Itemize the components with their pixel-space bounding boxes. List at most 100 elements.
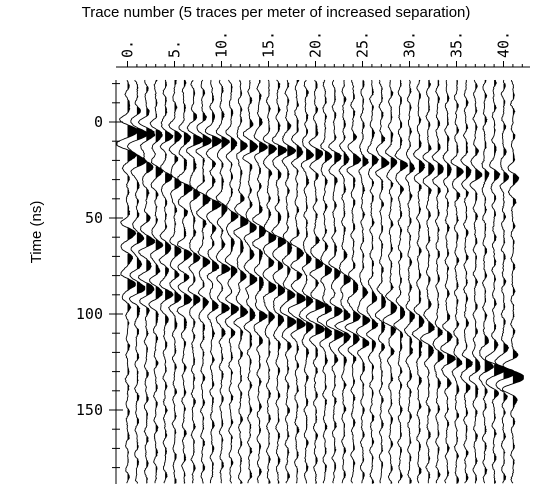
- trace: [242, 80, 259, 484]
- y-tick-label: 150: [76, 401, 103, 419]
- trace-wiggle: [186, 79, 204, 484]
- trace-wiggle: [252, 79, 268, 484]
- trace-wiggle: [271, 79, 288, 484]
- trace: [344, 79, 362, 484]
- trace: [204, 79, 222, 484]
- trace-wiggle: [393, 79, 409, 484]
- trace-fill: [334, 88, 344, 472]
- trace-fill: [259, 80, 268, 476]
- trace-wiggle: [233, 79, 249, 484]
- trace: [298, 79, 315, 484]
- trace-fill: [183, 80, 193, 484]
- trace: [450, 79, 464, 484]
- x-tick-label: 15.: [260, 31, 278, 58]
- trace: [148, 79, 164, 484]
- trace-area: [116, 79, 524, 485]
- trace-fill: [249, 82, 258, 480]
- trace: [158, 79, 174, 484]
- trace: [393, 79, 409, 484]
- trace-wiggle: [127, 79, 148, 484]
- trace: [431, 79, 445, 484]
- trace-wiggle: [382, 79, 398, 484]
- trace: [116, 79, 139, 484]
- trace-wiggle: [242, 80, 259, 484]
- trace: [262, 79, 277, 484]
- trace-wiggle: [344, 79, 362, 484]
- trace: [167, 80, 182, 484]
- trace: [316, 79, 333, 484]
- trace-fill: [315, 81, 325, 485]
- trace: [355, 79, 371, 484]
- y-axis-label: Time (ns): [28, 201, 45, 264]
- trace: [404, 79, 416, 485]
- trace-wiggle: [316, 79, 333, 484]
- trace: [484, 79, 506, 484]
- trace: [233, 79, 249, 485]
- y-tick-label: 0: [94, 113, 103, 131]
- trace-fill: [165, 80, 173, 480]
- trace-wiggle: [262, 79, 277, 484]
- trace-fill: [353, 86, 361, 472]
- trace: [411, 79, 426, 484]
- trace-wiggle: [478, 79, 495, 484]
- y-tick-label: 50: [85, 209, 103, 227]
- trace: [224, 79, 239, 485]
- trace: [271, 79, 288, 485]
- x-tick-label: 30.: [401, 31, 419, 58]
- trace-wiggle: [450, 79, 464, 484]
- trace-fill: [447, 94, 456, 477]
- trace-fill: [428, 80, 435, 480]
- trace-fill: [221, 86, 231, 469]
- trace-wiggle: [440, 79, 456, 484]
- trace-wiggle: [459, 79, 473, 484]
- trace-wiggle: [404, 79, 416, 484]
- trace-wiggle: [494, 79, 515, 484]
- y-axis: 0 50 100 150: [76, 80, 123, 484]
- trace: [195, 79, 212, 484]
- trace: [420, 79, 435, 484]
- trace-wiggle: [374, 79, 390, 484]
- trace-wiggle: [484, 79, 506, 484]
- trace: [502, 79, 524, 484]
- x-tick-label: 40.: [495, 31, 513, 58]
- trace-fill: [277, 81, 287, 485]
- x-axis: 0. 5. 10. 15. 20. 25. 30. 35. 40.: [116, 31, 530, 68]
- trace-fill: [343, 80, 351, 479]
- trace-wiggle: [334, 80, 352, 484]
- trace-wiggle: [325, 79, 345, 484]
- trace-wiggle: [224, 79, 239, 484]
- trace: [186, 79, 204, 484]
- trace-fill: [306, 89, 314, 484]
- trace-wiggle: [305, 79, 326, 484]
- trace-wiggle: [195, 79, 212, 484]
- trace-fill: [484, 80, 494, 475]
- trace: [287, 79, 306, 484]
- trace-wiggle: [355, 79, 371, 484]
- x-tick-label: 25.: [354, 31, 372, 58]
- trace: [279, 79, 297, 484]
- trace: [468, 79, 483, 485]
- trace-wiggle: [298, 79, 315, 484]
- trace: [459, 79, 473, 484]
- trace: [478, 79, 495, 484]
- y-tick-label: 100: [76, 305, 103, 323]
- trace-wiggle: [167, 80, 182, 484]
- trace-wiggle: [431, 79, 445, 484]
- trace-wiggle: [158, 79, 174, 484]
- trace: [215, 79, 231, 484]
- x-tick-label: 20.: [307, 31, 325, 58]
- trace: [366, 80, 380, 484]
- trace-fill: [146, 86, 155, 484]
- x-tick-label: 10.: [213, 31, 231, 58]
- trace: [334, 80, 352, 484]
- trace-wiggle: [366, 80, 380, 484]
- x-tick-label: 35.: [448, 31, 466, 58]
- trace-wiggle: [468, 79, 483, 484]
- trace: [176, 79, 193, 484]
- trace-wiggle: [420, 79, 435, 484]
- trace-wiggle: [287, 79, 306, 484]
- trace: [325, 79, 345, 484]
- trace-fill: [174, 80, 182, 484]
- trace-wiggle: [204, 79, 222, 484]
